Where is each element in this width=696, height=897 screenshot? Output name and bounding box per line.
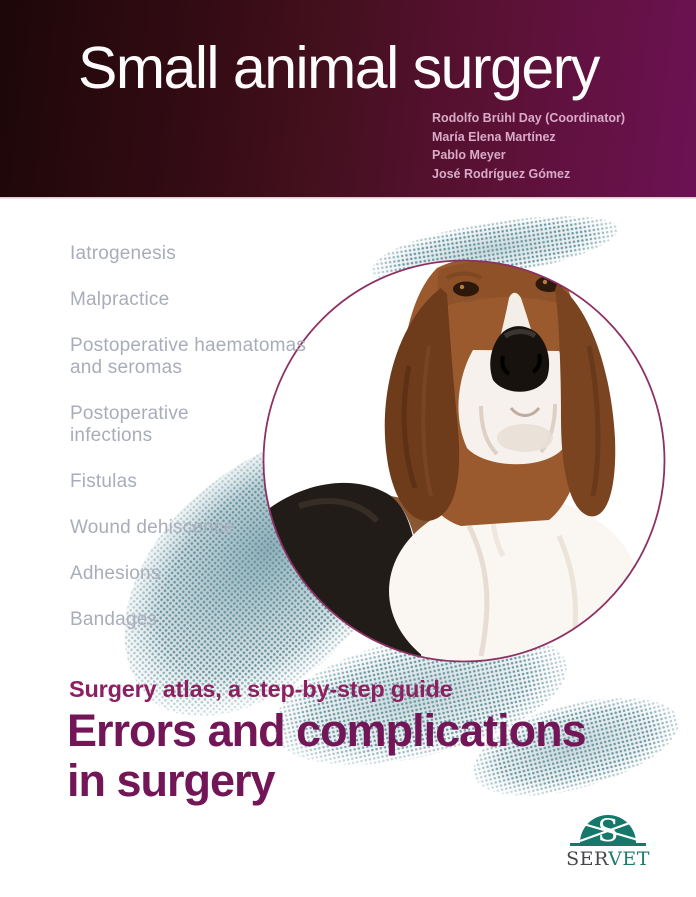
circular-ring: [262, 259, 666, 663]
publisher-dome-icon: S: [570, 813, 646, 849]
topic-item: Malpractice: [70, 289, 170, 310]
series-tagline: Surgery atlas, a step-by-step guide: [69, 676, 453, 702]
book-title: Small animal surgery: [78, 35, 600, 101]
masthead: Small animal surgery Rodolfo Brühl Day (…: [0, 0, 696, 197]
main-title: Errors and complications in surgery: [67, 705, 587, 806]
basset-hound-photo: [262, 259, 666, 663]
topic-item: Postoperative infections: [70, 403, 189, 446]
publisher-wordmark: SERVET: [566, 848, 650, 870]
main-title-line2: in surgery: [67, 755, 276, 806]
publisher-logo: S SERVET: [566, 813, 650, 870]
topic-item: Bandages: [70, 609, 158, 630]
main-title-line1: Errors and complications: [67, 705, 587, 756]
topic-item: Fistulas: [70, 471, 138, 492]
publisher-wordmark-prefix: SER: [566, 848, 609, 870]
author: Pablo Meyer: [432, 148, 506, 163]
topic-item: Wound dehiscence: [70, 517, 235, 538]
author-coordinator: Rodolfo Brühl Day (Coordinator): [432, 111, 626, 125]
author: María Elena Martínez: [432, 129, 556, 144]
topic-item: Adhesions: [70, 563, 161, 584]
topic-item: Postoperative haematomas and seromas: [70, 335, 307, 378]
topic-item: Iatrogenesis: [70, 243, 176, 264]
publisher-wordmark-suffix: VET: [607, 848, 650, 870]
topics-list: Iatrogenesis Malpractice Postoperative hae…: [70, 243, 320, 655]
author-list: Rodolfo Brühl Day (Coordinator) María El…: [432, 109, 625, 183]
author: José Rodríguez Gómez: [432, 166, 571, 181]
